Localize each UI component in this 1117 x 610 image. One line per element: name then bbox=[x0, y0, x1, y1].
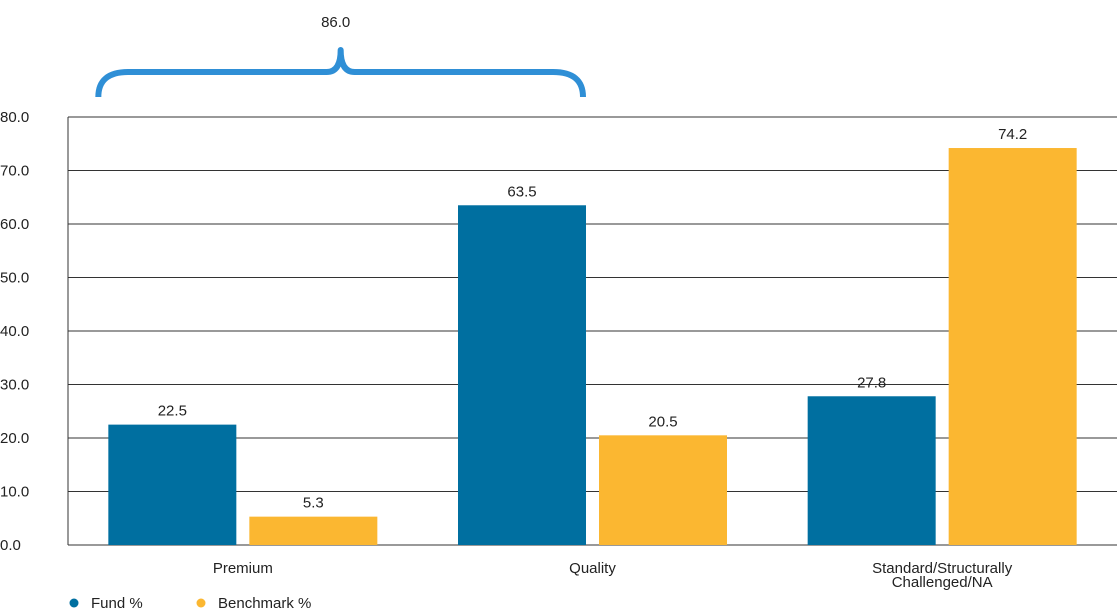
bar-benchmark bbox=[599, 435, 727, 545]
data-label: 74.2 bbox=[998, 126, 1027, 143]
y-tick-label: 40.0 bbox=[0, 323, 29, 340]
bar-benchmark bbox=[249, 516, 378, 545]
bar-fund bbox=[108, 424, 237, 545]
category-label: Quality bbox=[569, 560, 616, 577]
y-tick-label: 80.0 bbox=[0, 109, 29, 126]
legend-marker-fund bbox=[69, 598, 79, 608]
legend-label: Benchmark % bbox=[218, 595, 311, 610]
bar-fund bbox=[807, 396, 936, 545]
y-tick-label: 60.0 bbox=[0, 216, 29, 233]
data-label: 27.8 bbox=[857, 374, 886, 391]
bar-fund bbox=[458, 205, 586, 545]
y-tick-label: 70.0 bbox=[0, 163, 29, 180]
y-tick-label: 20.0 bbox=[0, 430, 29, 447]
brace-annotation bbox=[95, 47, 586, 98]
category-label: Challenged/NA bbox=[892, 574, 993, 591]
data-label: 5.3 bbox=[303, 495, 324, 512]
y-tick-label: 30.0 bbox=[0, 377, 29, 394]
bar-benchmark bbox=[948, 148, 1077, 545]
data-label: 22.5 bbox=[158, 403, 187, 420]
category-label: Premium bbox=[213, 560, 273, 577]
y-tick-label: 10.0 bbox=[0, 484, 29, 501]
legend-label: Fund % bbox=[91, 595, 143, 610]
data-label: 63.5 bbox=[507, 183, 536, 200]
y-tick-label: 0.0 bbox=[0, 537, 21, 554]
annotation-label: 86.0 bbox=[321, 14, 350, 31]
category-label: Standard/Structurally bbox=[872, 560, 1013, 577]
y-tick-label: 50.0 bbox=[0, 270, 29, 287]
legend-marker-benchmark bbox=[196, 598, 206, 608]
data-label: 20.5 bbox=[648, 413, 677, 430]
